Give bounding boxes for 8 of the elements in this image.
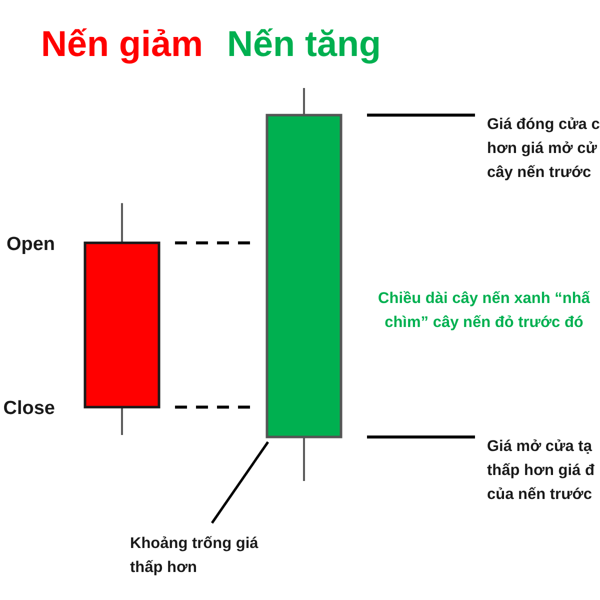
- text: Giá mở cửa tạ thấp hơn giá đ của nến trước: [487, 438, 595, 503]
- x-tick-label: Nến giảm: [40, 23, 204, 64]
- text: Giá đóng cửa c hơn giá mở cử cây nến trước: [487, 116, 600, 182]
- annotation: Open: [6, 234, 55, 255]
- annotation: Chiều dài cây nến xanh “nhấ chìm” cây nến đỏ trước đó: [378, 290, 590, 331]
- text: Khoảng trống giá thấp hơn: [130, 534, 259, 576]
- x-tick-label: Nến tăng: [226, 23, 382, 64]
- annotation: Close: [3, 398, 55, 420]
